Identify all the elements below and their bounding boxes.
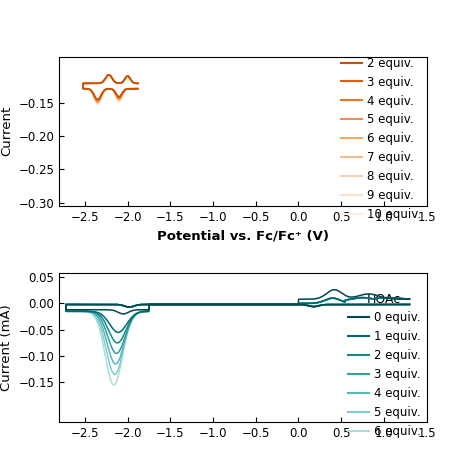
Legend: 0 equiv., 1 equiv., 2 equiv., 3 equiv., 4 equiv., 5 equiv., 6 equiv.: 0 equiv., 1 equiv., 2 equiv., 3 equiv., … <box>343 288 426 443</box>
Y-axis label: Current: Current <box>0 106 13 156</box>
Y-axis label: Current (mA): Current (mA) <box>0 304 13 391</box>
X-axis label: Potential vs. Fc/Fc⁺ (V): Potential vs. Fc/Fc⁺ (V) <box>157 229 329 242</box>
Legend: 2 equiv., 3 equiv., 4 equiv., 5 equiv., 6 equiv., 7 equiv., 8 equiv., 9 equiv., : 2 equiv., 3 equiv., 4 equiv., 5 equiv., … <box>336 52 426 226</box>
